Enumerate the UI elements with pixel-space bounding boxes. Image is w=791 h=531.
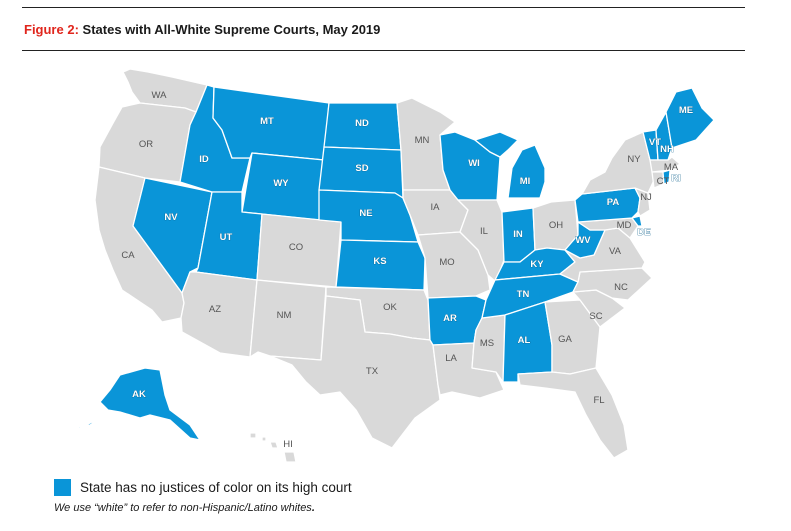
state-FL[interactable]: [517, 367, 629, 459]
state-WI[interactable]: [439, 131, 501, 201]
state-label-NJ: NJ: [640, 192, 652, 203]
state-label-SD: SD: [355, 163, 368, 174]
state-label-UT: UT: [220, 232, 233, 243]
state-ME[interactable]: [665, 87, 715, 149]
state-label-NY: NY: [627, 154, 641, 165]
state-label-IA: IA: [431, 202, 441, 213]
state-label-SC: SC: [589, 311, 602, 322]
state-label-OH: OH: [549, 220, 563, 231]
state-label-RI: RI: [671, 173, 681, 184]
state-label-FL: FL: [593, 395, 604, 406]
state-label-LA: LA: [445, 353, 457, 364]
state-label-HI: HI: [283, 439, 293, 450]
state-label-TX: TX: [366, 366, 379, 377]
state-label-AK: AK: [132, 389, 146, 400]
state-label-WA: WA: [152, 90, 168, 101]
title-rule: [22, 50, 745, 51]
state-label-IL: IL: [480, 226, 488, 237]
state-label-NE: NE: [359, 208, 372, 219]
state-label-GA: GA: [558, 334, 572, 345]
state-label-MA: MA: [664, 162, 679, 173]
state-label-MT: MT: [260, 116, 274, 127]
state-label-AR: AR: [443, 313, 457, 324]
state-label-CT: CT: [657, 176, 670, 187]
state-TX[interactable]: [269, 295, 441, 449]
state-label-NH: NH: [660, 144, 674, 155]
state-label-MI: MI: [520, 176, 531, 187]
state-IL[interactable]: [457, 199, 505, 283]
state-label-WV: WV: [575, 235, 591, 246]
state-label-NC: NC: [614, 282, 628, 293]
state-label-DE: DE: [637, 227, 650, 238]
state-MI[interactable]: [474, 131, 546, 199]
state-label-KY: KY: [530, 259, 544, 270]
state-AK[interactable]: [59, 367, 201, 441]
state-label-ND: ND: [355, 118, 369, 129]
state-label-MN: MN: [415, 135, 430, 146]
state-label-WY: WY: [273, 178, 289, 189]
state-label-CA: CA: [121, 250, 135, 261]
state-label-OK: OK: [383, 302, 397, 313]
state-label-VT: VT: [649, 137, 661, 148]
state-HI[interactable]: [249, 432, 297, 463]
legend-label: State has no justices of color on its hi…: [80, 480, 352, 495]
state-label-AZ: AZ: [209, 304, 221, 315]
legend-swatch: [54, 479, 71, 496]
state-label-WI: WI: [468, 158, 480, 169]
state-RI[interactable]: [662, 169, 671, 185]
state-label-NV: NV: [164, 212, 178, 223]
state-KS[interactable]: [335, 239, 426, 291]
state-label-PA: PA: [607, 197, 620, 208]
state-label-AL: AL: [518, 335, 531, 346]
state-label-MS: MS: [480, 338, 494, 349]
state-label-ID: ID: [199, 154, 209, 165]
state-OR[interactable]: [98, 102, 197, 183]
state-DE[interactable]: [631, 215, 643, 227]
state-label-IN: IN: [513, 229, 523, 240]
state-label-NM: NM: [277, 310, 292, 321]
footnote-text: We use “white” to refer to non-Hispanic/…: [54, 502, 312, 514]
state-label-VA: VA: [609, 246, 622, 257]
figure-title: Figure 2: States with All-White Supreme …: [24, 22, 380, 37]
state-label-TN: TN: [517, 289, 530, 300]
state-label-KS: KS: [373, 256, 386, 267]
state-label-OR: OR: [139, 139, 153, 150]
legend: State has no justices of color on its hi…: [54, 479, 352, 496]
top-rule: [22, 7, 745, 8]
figure-label: Figure 2:: [24, 22, 79, 37]
footnote-end: .: [311, 502, 315, 514]
state-label-MD: MD: [617, 220, 632, 231]
title-text: States with All-White Supreme Courts, Ma…: [82, 22, 381, 37]
state-label-MO: MO: [439, 257, 454, 268]
footnote: We use “white” to refer to non-Hispanic/…: [54, 502, 315, 514]
state-label-ME: ME: [679, 105, 693, 116]
state-label-CO: CO: [289, 242, 303, 253]
state-NY[interactable]: [581, 131, 656, 195]
